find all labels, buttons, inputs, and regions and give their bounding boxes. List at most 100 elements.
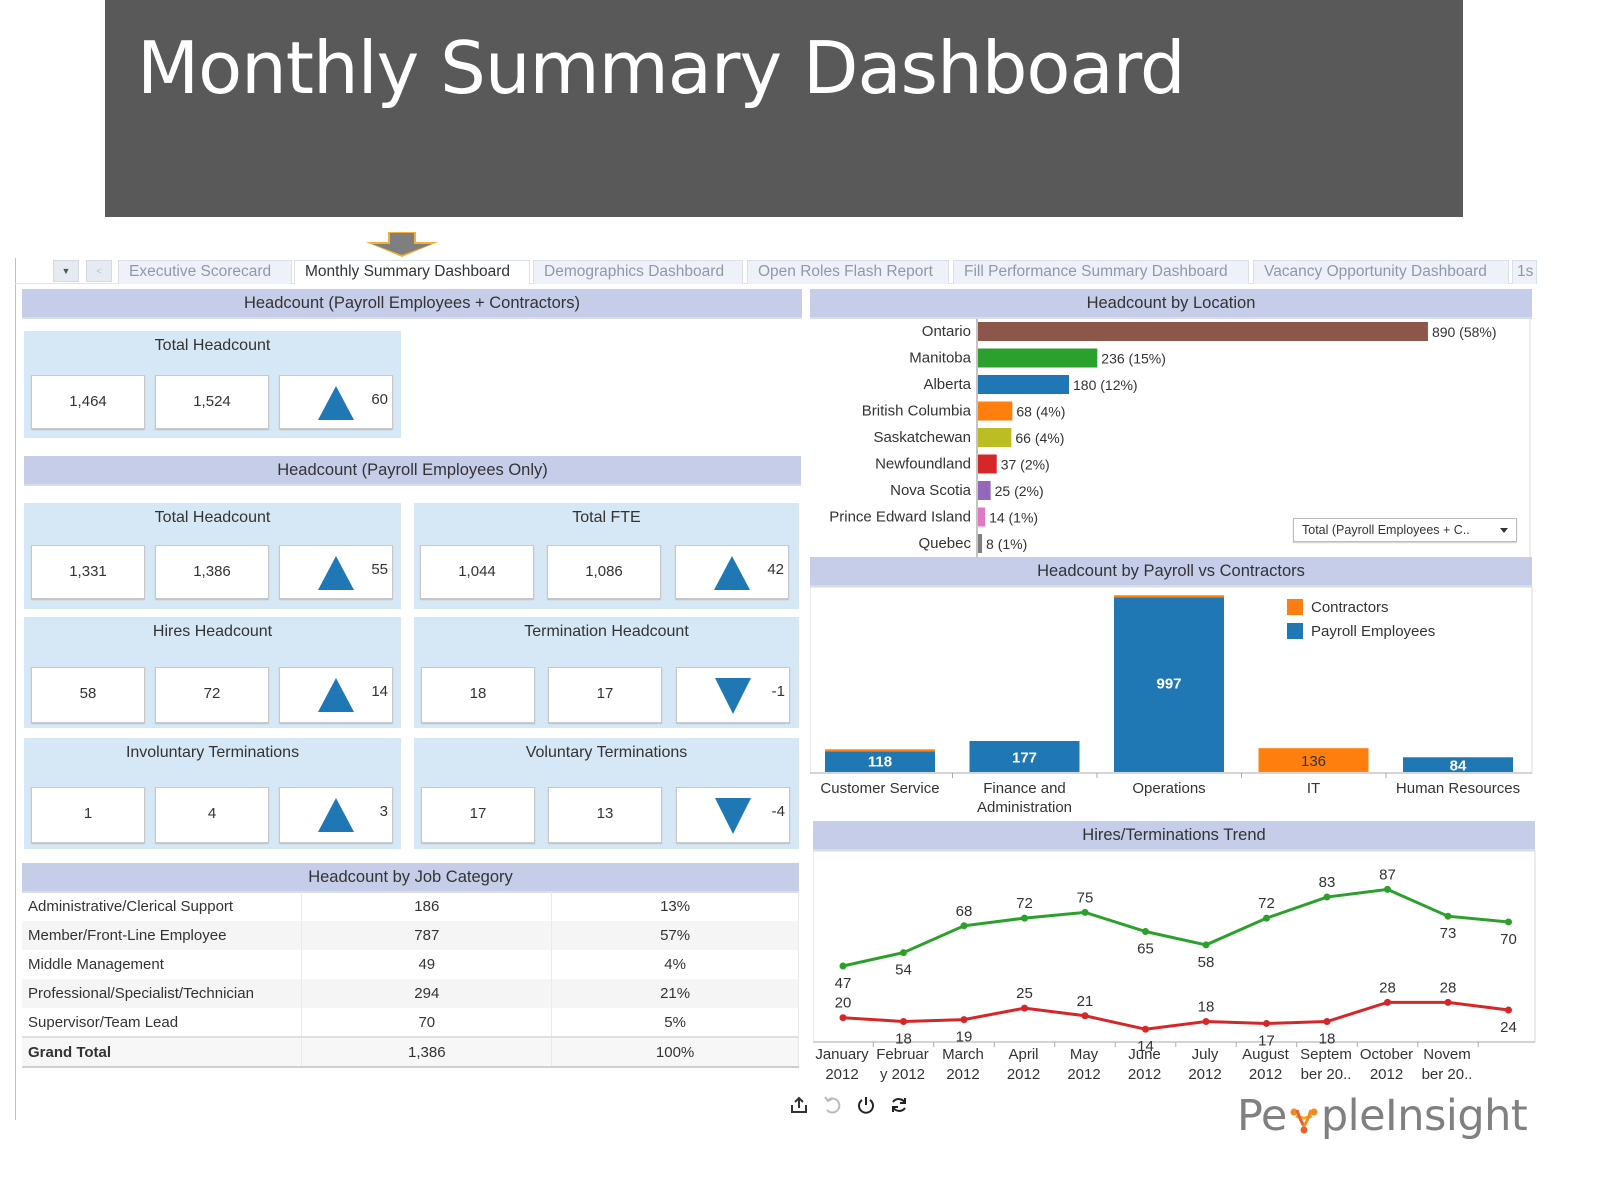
kpi-card-total-headcount-all: Total Headcount 1,464 1,524 60 — [24, 331, 401, 438]
legend-label: Contractors — [1311, 599, 1389, 616]
kpi-card-total-fte: Total FTE 1,044 1,086 42 — [414, 503, 799, 609]
terminations-data-label: 24 — [1500, 1019, 1517, 1036]
hires-data-label: 68 — [956, 903, 973, 920]
terminations-data-label: 20 — [835, 995, 852, 1012]
peopleinsight-logo: Pe pleInsight — [1237, 1091, 1528, 1141]
hires-point — [1202, 941, 1210, 949]
logo-text-end: pleInsight — [1320, 1091, 1528, 1141]
bar-data-label: 136 — [1301, 753, 1326, 770]
location-bar — [978, 348, 1098, 368]
tab-executive-scorecard[interactable]: Executive Scorecard — [118, 260, 292, 284]
section-header-location: Headcount by Location — [810, 289, 1532, 319]
month-tick-label: 2012 — [1128, 1066, 1161, 1083]
hires-point — [1444, 912, 1452, 920]
refresh-icon[interactable] — [888, 1094, 910, 1116]
month-tick-label: June — [1128, 1046, 1161, 1063]
kpi-change-box: 3 — [279, 787, 393, 843]
kpi-change-box: -4 — [676, 787, 790, 843]
table-row: Supervisor/Team Lead 70 5% — [22, 1008, 799, 1037]
trend-up-icon — [318, 798, 354, 832]
location-tick-label: Saskatchewan — [873, 429, 971, 446]
kpi-previous-value: 1,464 — [31, 375, 145, 429]
tab-fill-performance-summary-dashboard[interactable]: Fill Performance Summary Dashboard — [953, 260, 1249, 284]
month-tick-label: Novem — [1423, 1046, 1471, 1063]
hires-data-label: 83 — [1319, 874, 1336, 891]
payroll-employees-bar — [825, 751, 935, 772]
contractors-bar — [1114, 595, 1224, 598]
kpi-title: Total Headcount — [154, 509, 271, 526]
power-icon[interactable] — [855, 1094, 877, 1116]
trend-up-icon — [318, 678, 354, 712]
tab-demographics-dashboard[interactable]: Demographics Dashboard — [533, 260, 743, 284]
kpi-change-box: 42 — [675, 545, 789, 599]
chevron-left-icon: < — [96, 266, 102, 276]
hires-data-label: 72 — [1016, 895, 1033, 912]
location-measure-dropdown[interactable]: Total (Payroll Employees + C.. — [1293, 518, 1517, 542]
tab-vacancy-opportunity-dashboard[interactable]: Vacancy Opportunity Dashboard — [1253, 260, 1509, 284]
hires-point — [1263, 914, 1270, 922]
kpi-title: Total FTE — [572, 509, 641, 526]
section-header-job-category: Headcount by Job Category — [22, 863, 799, 893]
hires-data-label: 87 — [1379, 866, 1396, 883]
section-header-trend: Hires/Terminations Trend — [813, 821, 1535, 851]
location-data-label: 890 (58%) — [1432, 324, 1497, 340]
month-tick-label: Februar — [876, 1046, 929, 1063]
kpi-previous-value: 1,331 — [31, 545, 145, 599]
hires-data-label: 65 — [1137, 941, 1154, 958]
tab-scroll-left-button[interactable]: < — [86, 260, 112, 282]
location-tick-label: Newfoundland — [875, 456, 971, 473]
terminations-point — [1142, 1025, 1149, 1033]
percent-cell: 13% — [551, 892, 799, 921]
export-icon[interactable] — [788, 1094, 810, 1116]
kpi-current-value: 1,386 — [155, 545, 269, 599]
tab-overflow[interactable]: 1s — [1512, 260, 1537, 284]
hires-data-label: 70 — [1500, 931, 1517, 948]
kpi-title: Involuntary Terminations — [125, 744, 300, 761]
tab-monthly-summary-dashboard[interactable]: Monthly Summary Dashboard — [294, 260, 530, 284]
location-tick-label: Quebec — [918, 535, 971, 552]
department-tick-label: Administration — [977, 799, 1072, 816]
chart-background — [810, 319, 1532, 557]
job-category-cell: Supervisor/Team Lead — [22, 1008, 303, 1037]
payroll-employees-bar — [1403, 757, 1513, 772]
kpi-current-value: 4 — [155, 787, 269, 843]
terminations-data-label: 17 — [1258, 1032, 1275, 1049]
location-tick-label: Alberta — [923, 376, 971, 393]
month-tick-label: ber 20.. — [1301, 1066, 1352, 1083]
percent-cell: 57% — [551, 921, 799, 950]
location-data-label: 25 (2%) — [995, 483, 1044, 499]
month-tick-label: May — [1070, 1046, 1099, 1063]
pointer-arrow-icon — [366, 232, 438, 257]
terminations-point — [839, 1014, 847, 1022]
tab-open-roles-flash-report[interactable]: Open Roles Flash Report — [747, 260, 949, 284]
terminations-point — [1323, 1018, 1331, 1026]
location-data-label: 68 (4%) — [1016, 404, 1065, 420]
legend-label: Payroll Employees — [1311, 623, 1435, 640]
month-tick-label: ber 20.. — [1422, 1066, 1473, 1083]
kpi-current-value: 1,086 — [547, 545, 661, 599]
terminations-point — [1263, 1019, 1270, 1027]
tab-menu-button[interactable]: ▼ — [53, 260, 79, 282]
terminations-point — [1081, 1012, 1089, 1020]
caret-down-icon — [1500, 528, 1508, 533]
month-tick-label: August — [1242, 1046, 1290, 1063]
caret-down-icon: ▼ — [61, 266, 71, 276]
terminations-point — [1444, 998, 1452, 1006]
terminations-data-label: 18 — [895, 1031, 912, 1048]
job-category-cell: Member/Front-Line Employee — [22, 921, 303, 950]
kpi-change-value: 3 — [379, 803, 388, 820]
terminations-point — [1202, 1018, 1210, 1026]
terminations-data-label: 18 — [1198, 999, 1215, 1016]
job-category-cell: Professional/Specialist/Technician — [22, 979, 303, 1008]
hires-point — [839, 962, 847, 970]
location-data-label: 66 (4%) — [1015, 430, 1064, 446]
location-data-label: 180 (12%) — [1073, 377, 1138, 393]
kpi-current-value: 72 — [155, 667, 269, 723]
dashboard-toolbar — [788, 1094, 917, 1118]
hires-data-label: 75 — [1077, 889, 1094, 906]
terminations-data-label: 18 — [1319, 1031, 1336, 1048]
undo-icon[interactable] — [821, 1094, 843, 1116]
percent-cell: 4% — [551, 950, 799, 979]
legend-swatch — [1287, 599, 1303, 615]
kpi-title: Hires Headcount — [152, 623, 273, 640]
